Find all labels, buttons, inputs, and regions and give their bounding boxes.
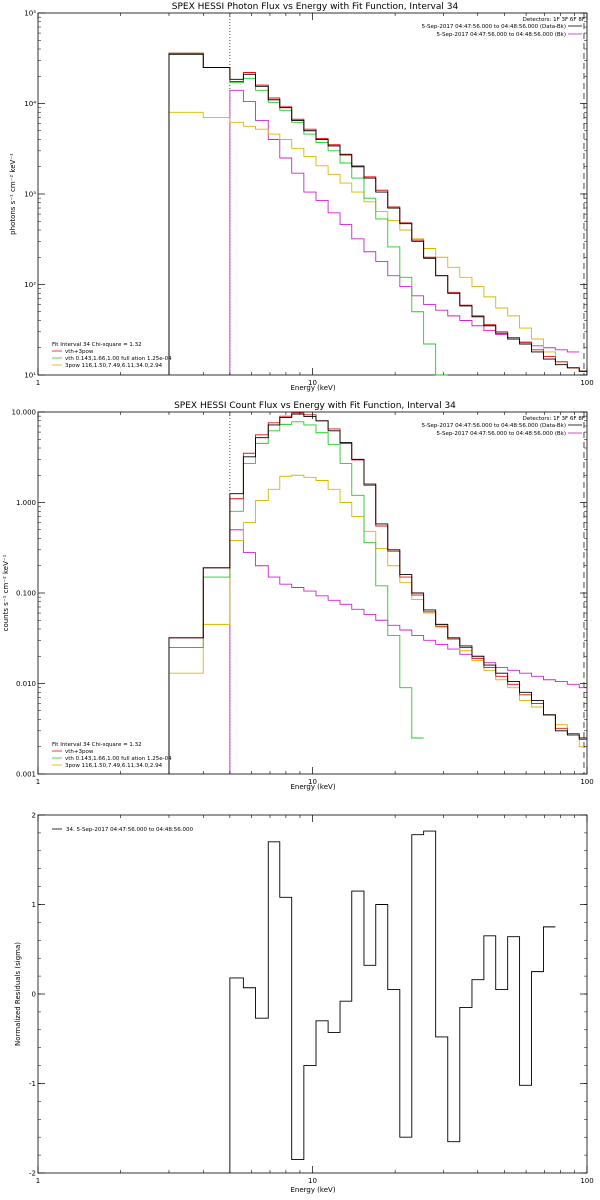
- count-flux-series-bk: [229, 529, 587, 774]
- photon-flux-x-tick-label: 100: [580, 379, 593, 387]
- count-flux-xlabel: Energy (keV): [290, 783, 335, 791]
- count-flux-time-data-bk: 5-Sep-2017 04:47:56.000 to 04:48:56.000 …: [422, 423, 566, 429]
- count-flux-panel: SPEX HESSI Count Flux vs Energy with Fit…: [2, 401, 594, 791]
- residuals-y-tick-label: -2: [29, 1170, 36, 1178]
- legend-label-3pow: 3pow 116,1.50,7.49,6.11,34.0,2.94: [65, 763, 163, 769]
- count-flux-x-tick-label: 1: [36, 778, 40, 786]
- legend-label-vth-3pow: vth+3pow: [65, 349, 94, 355]
- count-flux-title: SPEX HESSI Count Flux vs Energy with Fit…: [174, 401, 456, 411]
- residuals-y-tick-label: 2: [32, 812, 36, 820]
- photon-flux-series-vth: [168, 52, 448, 376]
- photon-flux-panel: SPEX HESSI Photon Flux vs Energy with Fi…: [9, 2, 594, 392]
- photon-flux-series-bk: [229, 89, 580, 375]
- count-flux-fit-info: Fit Interval 34 Chi-square = 1.32: [52, 742, 142, 748]
- residuals-y-tick-label: 1: [32, 901, 36, 909]
- photon-flux-x-tick-label: 10: [308, 379, 317, 387]
- count-flux-plot-frame: [37, 411, 588, 775]
- photon-flux-y-tick-label: 10³: [24, 191, 36, 199]
- legend-label-3pow: 3pow 116,1.50,7.49,6.11,34.0,2.94: [65, 363, 163, 369]
- legend-label-vth: vth 0.143,1.66,1.00 full ation 1.25e-04: [65, 756, 172, 762]
- residuals-series-34-: [229, 830, 556, 1173]
- residuals-x-tick-label: 100: [580, 1177, 593, 1185]
- photon-flux-xlabel: Energy (keV): [290, 384, 335, 392]
- photon-flux-series-data-bk: [168, 53, 587, 375]
- count-flux-detectors: Detectors: 1F 3F 6F 8F: [523, 416, 585, 422]
- residuals-panel: 1 10 100 -2 -1 0 1 2 Energy (keV) Normalized Re…: [14, 812, 594, 1195]
- photon-flux-y-tick-label: 10²: [24, 281, 36, 289]
- photon-flux-detectors: Detectors: 1F 3F 6F 8F: [523, 17, 585, 23]
- residuals-xlabel: Energy (keV): [290, 1186, 335, 1194]
- count-flux-y-tick-label: 0.010: [16, 680, 36, 688]
- residuals-legend-label: 34. 5-Sep-2017 04:47:56.000 to 04:48:56.…: [66, 827, 193, 833]
- photon-flux-time-data-bk: 5-Sep-2017 04:47:56.000 to 04:48:56.000 …: [422, 24, 566, 30]
- count-flux-ylabel: counts s⁻¹ cm⁻² keV⁻¹: [2, 554, 10, 631]
- photon-flux-fit-info: Fit Interval 34 Chi-square = 1.32: [52, 342, 142, 348]
- residuals-ylabel: Normalized Residuals (sigma): [14, 942, 22, 1046]
- legend-label-vth-3pow: vth+3pow: [65, 749, 94, 755]
- count-flux-y-tick-label: 0.001: [16, 771, 36, 779]
- count-flux-y-tick-label: 1.000: [16, 499, 36, 507]
- residuals-plot-frame: [37, 814, 588, 1174]
- count-flux-series-vth: [168, 421, 424, 774]
- photon-flux-x-tick-label: 1: [36, 379, 40, 387]
- count-flux-series-3pow: [168, 474, 587, 774]
- residuals-y-tick-label: -1: [29, 1080, 36, 1088]
- photon-flux-y-tick-label: 10⁵: [24, 10, 36, 18]
- photon-flux-series-vth-3pow: [168, 52, 587, 375]
- count-flux-y-tick-label: 0.100: [16, 590, 36, 598]
- legend-label-vth: vth 0.143,1.66,1.00 full ation 1.25e-04: [65, 356, 172, 362]
- count-flux-y-tick-label: 10.000: [12, 409, 37, 417]
- photon-flux-time-bk: 5-Sep-2017 04:47:56.000 to 04:48:56.000 …: [437, 32, 567, 38]
- photon-flux-legend: Fit Interval 34 Chi-square = 1.32 vth+3p…: [52, 342, 172, 369]
- photon-flux-y-tick-label: 10¹: [24, 372, 36, 380]
- photon-flux-title: SPEX HESSI Photon Flux vs Energy with Fi…: [172, 2, 459, 12]
- residuals-y-tick-label: 0: [32, 991, 36, 999]
- photon-flux-plot-frame: [37, 12, 588, 376]
- residuals-x-tick-label: 1: [36, 1177, 40, 1185]
- count-flux-legend: Fit Interval 34 Chi-square = 1.32 vth+3p…: [52, 742, 172, 769]
- photon-flux-ylabel: photons s⁻¹ cm⁻² keV⁻¹: [9, 153, 17, 235]
- photon-flux-y-tick-label: 10⁴: [24, 100, 36, 108]
- residuals-x-tick-label: 10: [308, 1177, 317, 1185]
- count-flux-series-vth-3pow: [168, 412, 587, 774]
- count-flux-series-data-bk: [168, 413, 587, 774]
- count-flux-x-tick-label: 10: [308, 778, 317, 786]
- count-flux-time-bk: 5-Sep-2017 04:47:56.000 to 04:48:56.000 …: [437, 431, 567, 437]
- count-flux-x-tick-label: 100: [580, 778, 593, 786]
- photon-flux-series-3pow: [168, 111, 587, 375]
